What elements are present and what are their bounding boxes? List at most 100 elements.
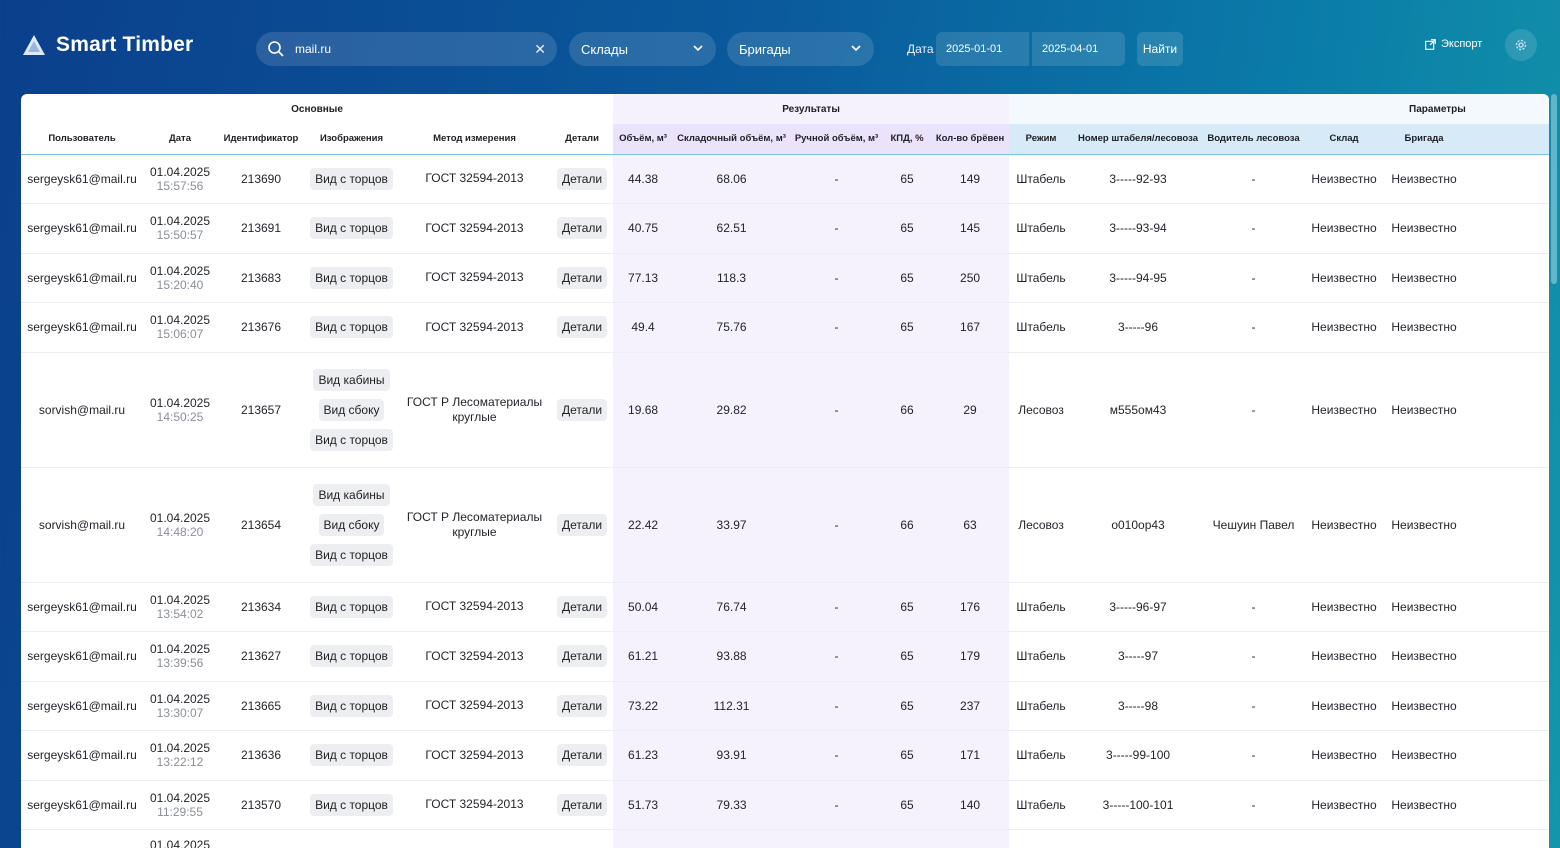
image-view-button[interactable]: Вид с торцов: [310, 543, 393, 566]
details-button[interactable]: Детали: [556, 167, 608, 190]
cell-vol: 40.75: [613, 203, 674, 254]
cell-user: sergeysk61@mail.ru: [21, 253, 143, 303]
details-button[interactable]: Детали: [556, 266, 608, 289]
image-view-button[interactable]: Вид с торцов: [310, 793, 393, 816]
details-button[interactable]: Детали: [556, 217, 608, 240]
image-view-button[interactable]: Вид с торцов: [310, 645, 393, 668]
date-from-field[interactable]: 2025-01-01: [936, 32, 1029, 66]
details-button[interactable]: Детали: [556, 793, 608, 816]
cell-id: 213690: [217, 154, 305, 204]
table-row[interactable]: sorvish@mail.ru 01.04.2025 14:48:20 213654 В…: [21, 467, 1549, 583]
search-box[interactable]: ✕: [256, 32, 557, 66]
table-row[interactable]: sergeysk61@mail.ru 01.04.2025 13:22:12 2136…: [21, 730, 1549, 781]
close-icon[interactable]: ✕: [534, 41, 546, 57]
cell-spacer: [1464, 467, 1549, 583]
column-header[interactable]: Детали: [551, 124, 614, 155]
details-button[interactable]: Детали: [556, 316, 608, 339]
cell-id: 213634: [217, 582, 305, 632]
cell-warehouse: Неизвестно: [1304, 154, 1385, 204]
image-view-button[interactable]: Вид с торцов: [310, 167, 393, 190]
cell-vol: 73.22: [613, 681, 674, 731]
row-date: 01.04.2025: [149, 592, 211, 607]
column-header[interactable]: Склад: [1304, 124, 1385, 155]
image-view-button[interactable]: Вид с торцов: [310, 428, 393, 451]
page-scrollbar[interactable]: [1551, 94, 1557, 284]
image-view-button[interactable]: Вид с торцов: [310, 595, 393, 618]
cell-user: sergeysk61@mail.ru: [21, 203, 143, 254]
cell-logs: 250: [931, 253, 1010, 303]
image-view-button[interactable]: Вид с торцов: [310, 316, 393, 339]
date-to-field[interactable]: 2025-04-01: [1032, 32, 1125, 66]
cell-vol: 61.23: [613, 730, 674, 781]
image-view-button[interactable]: Вид с торцов: [310, 217, 393, 240]
cell-kpd: 65: [883, 681, 932, 731]
table-row[interactable]: sergeysk61@mail.ru 01.04.2025 13:54:02 2136…: [21, 582, 1549, 632]
table-row[interactable]: sergeysk61@mail.ru 01.04.2025 15:57:56 2136…: [21, 154, 1549, 204]
cell-method: ГОСТ 32594-2013: [398, 780, 551, 830]
warehouse-select[interactable]: Склады: [569, 32, 716, 66]
settings-button[interactable]: [1505, 29, 1537, 61]
table-row[interactable]: sorvish@mail.ru 01.04.2025 14:50:25 213657 В…: [21, 352, 1549, 468]
column-header[interactable]: Пользователь: [21, 124, 143, 155]
details-button[interactable]: Детали: [556, 513, 608, 536]
column-header[interactable]: Кол-во брёвен: [931, 124, 1010, 155]
table-row[interactable]: 01.04.2025: [21, 829, 1549, 848]
table-row[interactable]: sergeysk61@mail.ru 01.04.2025 15:06:07 2136…: [21, 302, 1549, 353]
table-row[interactable]: sergeysk61@mail.ru 01.04.2025 11:29:55 2135…: [21, 780, 1549, 830]
app-logo[interactable]: Smart Timber: [22, 33, 193, 57]
cell-date: 01.04.2025 13:22:12: [143, 730, 217, 781]
cell-method: ГОСТ Р Лесоматериалы круглые: [398, 467, 551, 583]
row-date: 01.04.2025: [149, 395, 211, 410]
cell-number: 3-----93-94: [1073, 203, 1204, 254]
column-header[interactable]: Метод измерения: [398, 124, 551, 155]
details-button[interactable]: Детали: [556, 645, 608, 668]
find-button[interactable]: Найти: [1137, 32, 1183, 66]
search-input[interactable]: [295, 42, 515, 56]
image-view-button[interactable]: Вид с торцов: [310, 694, 393, 717]
cell-partial: [551, 829, 614, 848]
column-header[interactable]: Водитель лесовоза: [1203, 124, 1305, 155]
details-button[interactable]: Детали: [556, 595, 608, 618]
column-header[interactable]: Номер штабеля/лесовоза: [1073, 124, 1204, 155]
chevron-down-icon: [851, 45, 861, 52]
cell-number: 3-----94-95: [1073, 253, 1204, 303]
cell-driver: -: [1203, 154, 1305, 204]
table-row[interactable]: sergeysk61@mail.ru 01.04.2025 13:39:56 2136…: [21, 631, 1549, 682]
image-view-button[interactable]: Вид сбоку: [318, 513, 385, 536]
column-header[interactable]: Идентификатор: [217, 124, 305, 155]
details-button[interactable]: Детали: [556, 398, 608, 421]
cell-mode: Штабель: [1009, 203, 1074, 254]
column-header[interactable]: Бригада: [1384, 124, 1465, 155]
cell-partial: [21, 829, 143, 848]
column-header[interactable]: Изображения: [305, 124, 398, 155]
details-button[interactable]: Детали: [556, 694, 608, 717]
table-row[interactable]: sergeysk61@mail.ru 01.04.2025 15:50:57 2136…: [21, 203, 1549, 254]
cell-vol: 50.04: [613, 582, 674, 632]
image-view-button[interactable]: Вид с торцов: [310, 744, 393, 767]
cell-brigade: Неизвестно: [1384, 253, 1465, 303]
table-row[interactable]: sergeysk61@mail.ru 01.04.2025 15:20:40 2136…: [21, 253, 1549, 303]
column-header[interactable]: Дата: [143, 124, 217, 155]
table-row[interactable]: sergeysk61@mail.ru 01.04.2025 13:30:07 2136…: [21, 681, 1549, 731]
cell-mode: Лесовоз: [1009, 352, 1074, 468]
image-view-button[interactable]: Вид кабины: [313, 368, 390, 391]
cell-kpd: 65: [883, 253, 932, 303]
image-view-button[interactable]: Вид сбоку: [318, 398, 385, 421]
export-button[interactable]: Экспорт: [1425, 38, 1482, 50]
cell-logs: 140: [931, 780, 1010, 830]
cell-warehouse: Неизвестно: [1304, 467, 1385, 583]
cell-mode: Штабель: [1009, 730, 1074, 781]
brigade-select[interactable]: Бригады: [727, 32, 874, 66]
column-header[interactable]: Ручной объём, м³: [790, 124, 884, 155]
cell-id: 213570: [217, 780, 305, 830]
image-view-button[interactable]: Вид кабины: [313, 483, 390, 506]
image-view-button[interactable]: Вид с торцов: [310, 266, 393, 289]
cell-details: Детали: [551, 582, 614, 632]
cell-vol: 49.4: [613, 302, 674, 353]
row-date: 01.04.2025: [149, 214, 211, 229]
column-header[interactable]: КПД, %: [883, 124, 932, 155]
details-button[interactable]: Детали: [556, 744, 608, 767]
column-header[interactable]: Складочный объём, м³: [673, 124, 791, 155]
column-header[interactable]: Режим: [1009, 124, 1074, 155]
column-header[interactable]: Объём, м³: [613, 124, 674, 155]
